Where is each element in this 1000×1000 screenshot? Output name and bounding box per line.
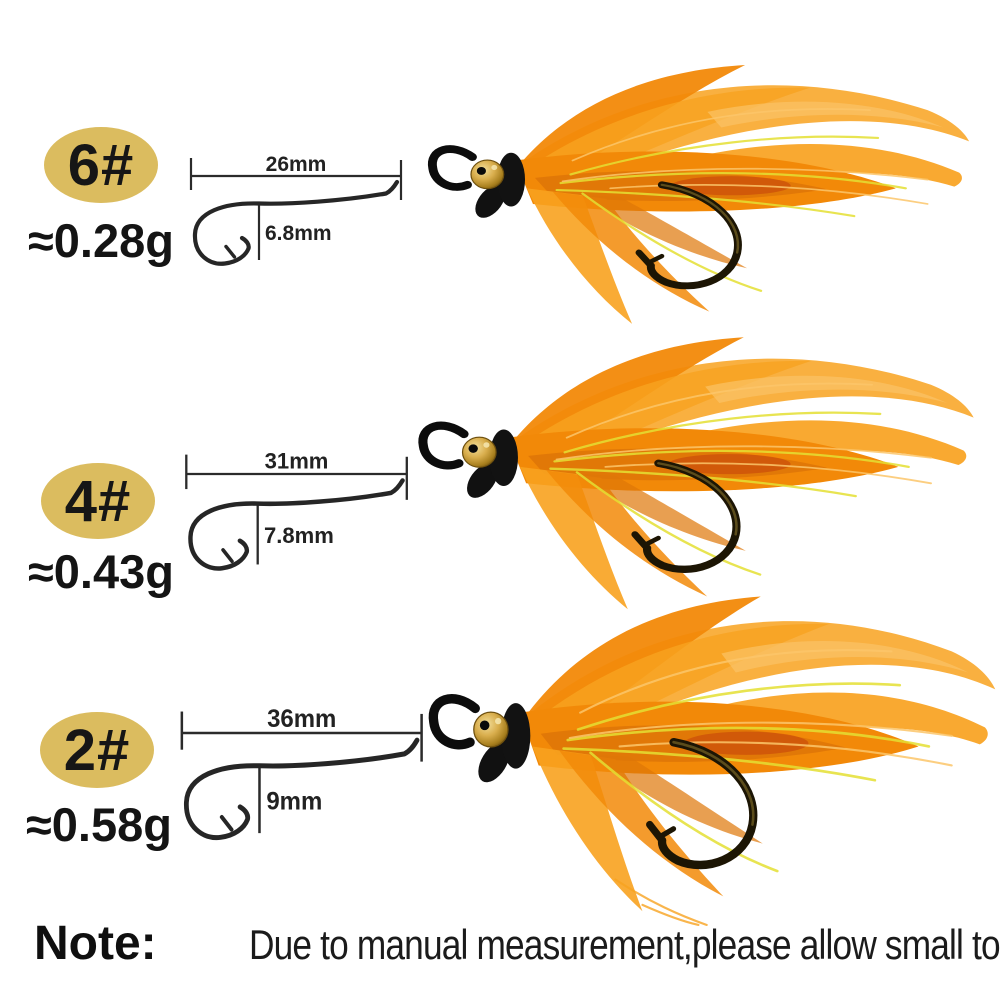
size-label: 6#	[67, 132, 135, 198]
hook-dimension-diagram-4: 31mm 7.8mm	[180, 448, 432, 586]
length-label: 36mm	[267, 706, 336, 734]
length-label: 31mm	[265, 448, 329, 473]
size-label: 2#	[63, 717, 131, 783]
gap-label: 6.8mm	[265, 222, 332, 245]
size-badge-6: 6#	[44, 127, 158, 203]
hook-dimension-diagram-2: 36mm 9mm	[175, 706, 449, 857]
size-badge-4: 4#	[41, 463, 155, 539]
note-prefix: Note:	[34, 917, 157, 970]
weight-label-2: ≈0.58g	[26, 798, 172, 851]
stray-feather-wisp	[641, 903, 700, 926]
gap-label: 9mm	[266, 788, 322, 816]
hook-dimension-diagram-6: 26mm 6.8mm	[185, 153, 425, 280]
fly-lure-photo-4	[402, 330, 992, 622]
note-bar: Note: Due to manual measurement,please a…	[34, 916, 1000, 971]
stray-feather-wisp	[614, 878, 708, 926]
note-text: Due to manual measurement,please allow s…	[248, 921, 1000, 968]
length-label: 26mm	[266, 153, 327, 176]
fly-lure-photo-6	[412, 58, 987, 336]
size-label: 4#	[64, 468, 132, 534]
weight-label-6: ≈0.28g	[28, 214, 174, 267]
gap-label: 7.8mm	[264, 523, 334, 548]
size-badge-2: 2#	[40, 712, 154, 788]
fly-lure-photo-2	[412, 588, 1000, 926]
weight-label-4: ≈0.43g	[28, 545, 174, 598]
